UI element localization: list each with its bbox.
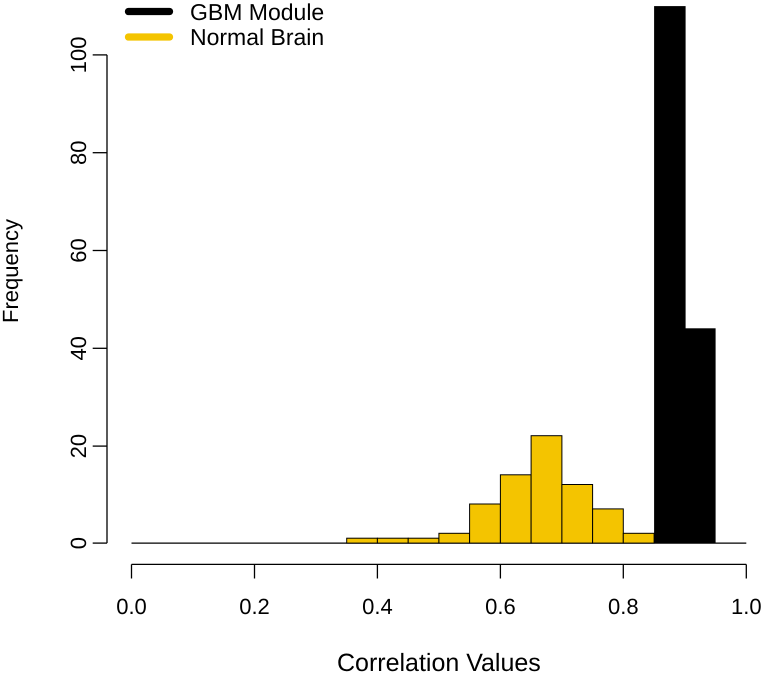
svg-text:Frequency: Frequency xyxy=(0,219,23,323)
svg-text:60: 60 xyxy=(66,238,91,262)
svg-text:20: 20 xyxy=(66,434,91,458)
svg-text:0.0: 0.0 xyxy=(116,594,147,619)
svg-text:Normal Brain: Normal Brain xyxy=(190,24,324,50)
svg-text:100: 100 xyxy=(66,37,91,74)
svg-text:40: 40 xyxy=(66,336,91,360)
svg-text:80: 80 xyxy=(66,140,91,164)
svg-text:0.4: 0.4 xyxy=(362,594,393,619)
svg-text:GBM Module: GBM Module xyxy=(190,0,324,25)
svg-text:0: 0 xyxy=(66,537,91,549)
svg-text:Correlation Values: Correlation Values xyxy=(337,649,541,674)
svg-text:0.6: 0.6 xyxy=(485,594,516,619)
svg-text:0.2: 0.2 xyxy=(239,594,270,619)
svg-text:1.0: 1.0 xyxy=(731,594,762,619)
svg-text:0.8: 0.8 xyxy=(608,594,639,619)
